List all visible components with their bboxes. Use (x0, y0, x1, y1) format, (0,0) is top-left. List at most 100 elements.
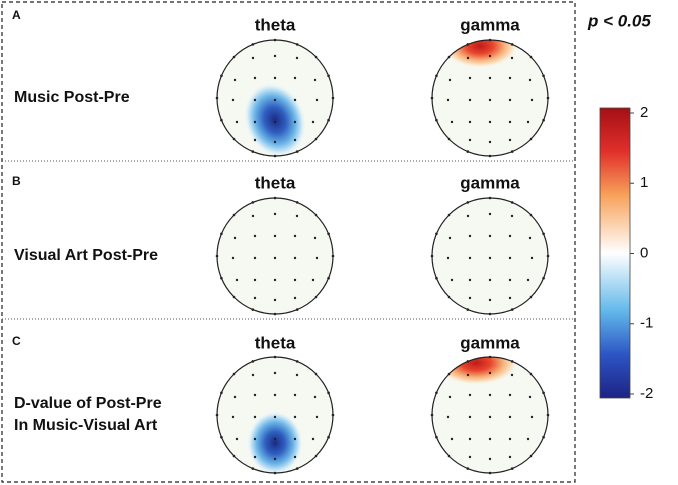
electrode (253, 138, 257, 142)
map-title: gamma (460, 15, 520, 34)
electrode (253, 98, 257, 102)
panel-letter: C (12, 334, 21, 348)
edge-electrode (331, 413, 335, 417)
electrode (488, 437, 492, 441)
colorbar-tick-label: -2 (640, 385, 653, 402)
edge-electrode (314, 55, 318, 59)
edge-electrode (546, 96, 550, 100)
electrode (273, 234, 277, 238)
edge-electrode (215, 96, 219, 100)
edge-electrode (273, 38, 277, 42)
edge-electrode (488, 154, 492, 158)
edge-electrode (466, 201, 470, 204)
edge-electrode (331, 96, 335, 100)
colorbar-tick-label: 2 (640, 104, 648, 121)
electrode (508, 120, 512, 124)
electrode (450, 278, 454, 282)
electrode (488, 140, 492, 144)
row-label: In Music-Visual Art (14, 417, 158, 434)
electrode (311, 437, 315, 441)
edge-electrode (251, 201, 255, 204)
electrode (273, 76, 277, 80)
edge-electrode (542, 232, 545, 236)
electrode (253, 256, 257, 260)
edge-electrode (542, 435, 545, 439)
electrode (488, 393, 492, 397)
edge-electrode (232, 295, 236, 299)
edge-electrode (546, 254, 550, 258)
edge-electrode (542, 118, 545, 122)
head (432, 198, 548, 314)
electrode (293, 455, 297, 459)
edge-electrode (232, 137, 236, 141)
edge-electrode (447, 295, 451, 299)
edge-electrode (232, 372, 236, 376)
electrode (251, 56, 255, 60)
edge-electrode (435, 118, 438, 122)
electrode (273, 98, 277, 102)
edge-electrode (466, 43, 470, 46)
map-title: theta (255, 333, 296, 352)
electrode (450, 120, 454, 124)
edge-electrode (435, 276, 438, 280)
electrode (446, 98, 450, 102)
electrode (488, 120, 492, 124)
electrode (488, 234, 492, 238)
edge-electrode (273, 471, 277, 475)
edge-electrode (488, 312, 492, 316)
edge-electrode (546, 413, 550, 417)
map-title: gamma (460, 333, 520, 352)
edge-electrode (295, 43, 299, 46)
head (432, 357, 548, 473)
significance: p < 0.05 (587, 11, 651, 30)
edge-electrode (488, 38, 492, 42)
electrode (273, 415, 277, 419)
electrode (293, 98, 297, 102)
electrode (488, 212, 492, 216)
electrode (235, 120, 239, 124)
electrode (253, 296, 257, 300)
electrode (508, 234, 512, 238)
edge-electrode (466, 360, 470, 363)
electrode (253, 278, 257, 282)
blobs (442, 40, 518, 68)
map-title: theta (255, 15, 296, 34)
electrode (273, 54, 277, 58)
electrode (448, 78, 452, 82)
edge-electrode (331, 254, 335, 258)
electrode (530, 98, 534, 102)
colorbar (599, 107, 631, 399)
electrode (468, 120, 472, 124)
electrode (446, 415, 450, 419)
electrode (273, 256, 277, 260)
electrode (233, 236, 237, 240)
edge-electrode (220, 391, 223, 395)
edge-electrode (529, 137, 533, 141)
electrode (311, 278, 315, 282)
edge-electrode (447, 137, 451, 141)
edge-electrode (220, 276, 223, 280)
electrode (313, 236, 317, 240)
electrode (231, 256, 235, 260)
edge-electrode (542, 391, 545, 395)
electrode (273, 393, 277, 397)
edge-electrode (529, 372, 533, 376)
edge-electrode (510, 360, 514, 363)
blob (442, 40, 518, 68)
edge-electrode (529, 55, 533, 59)
panel-letter: B (12, 174, 21, 188)
edge-electrode (430, 96, 434, 100)
electrode (273, 140, 277, 144)
frame (1, 1, 576, 483)
edge-electrode (510, 467, 514, 470)
edge-electrode (273, 355, 277, 359)
electrode (508, 437, 512, 441)
electrode (251, 373, 255, 377)
electrode (313, 78, 317, 82)
edge-electrode (295, 360, 299, 363)
electrode (448, 236, 452, 240)
electrode (468, 393, 472, 397)
edge-electrode (327, 232, 330, 236)
edge-electrode (510, 201, 514, 204)
